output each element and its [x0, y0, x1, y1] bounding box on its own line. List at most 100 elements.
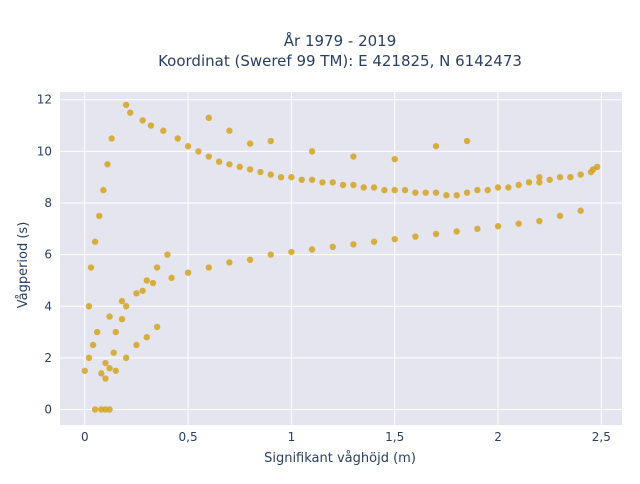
y-tick-label: 4: [44, 299, 52, 313]
data-point: [515, 220, 522, 227]
data-point: [215, 158, 223, 165]
data-point: [329, 243, 336, 251]
data-point: [401, 186, 409, 194]
data-point: [110, 349, 117, 356]
data-point: [143, 277, 150, 284]
data-point: [164, 251, 171, 258]
data-point: [226, 127, 233, 134]
data-point: [432, 189, 440, 196]
y-tick-label: 0: [44, 403, 52, 417]
data-point: [102, 375, 109, 382]
data-point: [100, 186, 107, 194]
chart-subtitle: Koordinat (Sweref 99 TM): E 421825, N 61…: [158, 52, 522, 70]
data-point: [153, 323, 161, 331]
data-point: [515, 181, 522, 189]
data-point: [494, 223, 502, 230]
data-point: [463, 189, 471, 196]
data-point: [484, 186, 491, 194]
data-point: [133, 341, 140, 349]
data-point: [339, 181, 347, 189]
data-point: [102, 359, 109, 367]
data-point: [567, 173, 574, 181]
data-point: [412, 233, 419, 240]
data-point: [577, 207, 584, 214]
data-point: [98, 370, 105, 377]
y-tick-label: 6: [44, 248, 52, 262]
data-point: [122, 303, 130, 310]
data-point: [432, 143, 440, 150]
x-tick-label: 2: [494, 430, 502, 444]
data-point: [546, 176, 553, 183]
data-point: [91, 406, 99, 413]
data-point: [205, 264, 212, 271]
data-point: [205, 114, 212, 122]
data-point: [412, 189, 419, 196]
data-point: [556, 173, 564, 181]
data-point: [370, 184, 378, 191]
data-point: [118, 297, 126, 305]
x-tick-label: 2,5: [592, 430, 611, 444]
data-point: [106, 365, 113, 372]
data-point: [350, 241, 357, 248]
data-point: [184, 143, 192, 150]
y-tick-label: 12: [37, 93, 52, 107]
data-point: [536, 173, 543, 181]
data-point: [391, 155, 398, 163]
data-point: [149, 279, 157, 287]
grid: [60, 92, 622, 425]
x-tick-label: 0: [81, 430, 89, 444]
data-point: [298, 176, 305, 183]
data-point: [443, 192, 450, 199]
data-point: [370, 238, 378, 245]
data-point: [112, 367, 119, 374]
plot-area: [60, 92, 622, 425]
data-point: [536, 217, 543, 225]
data-point: [139, 117, 146, 124]
data-point: [112, 328, 119, 336]
data-point: [85, 354, 93, 362]
data-point: [226, 259, 233, 266]
data-point: [85, 303, 93, 310]
data-point: [267, 137, 274, 145]
data-point: [350, 153, 357, 160]
data-point: [96, 212, 103, 220]
data-point: [474, 186, 481, 194]
data-point: [525, 179, 533, 186]
data-point: [205, 153, 212, 160]
data-point: [133, 290, 140, 297]
data-point: [118, 315, 126, 323]
data-point: [505, 184, 512, 191]
data-point: [453, 228, 460, 235]
data-point: [277, 173, 285, 181]
x-tick-label: 0,5: [179, 430, 198, 444]
data-point: [494, 184, 502, 191]
data-point: [91, 238, 99, 245]
data-point: [308, 176, 316, 183]
data-point: [246, 140, 254, 147]
data-point: [463, 137, 471, 145]
data-point: [93, 328, 101, 336]
y-tick-label: 2: [44, 351, 52, 365]
data-point: [139, 287, 146, 294]
y-tick-label: 10: [37, 144, 52, 158]
data-point: [391, 235, 398, 243]
data-point: [122, 101, 130, 109]
data-point: [308, 246, 316, 253]
data-point: [226, 161, 233, 168]
data-point: [106, 313, 113, 320]
data-point: [381, 186, 388, 194]
data-point: [106, 406, 113, 413]
x-tick-label: 1,5: [385, 430, 404, 444]
data-point: [360, 184, 367, 191]
data-point: [453, 192, 460, 199]
data-point: [288, 173, 295, 181]
x-axis-ticks: 0 0,5 1 1,5 2 2,5: [81, 430, 611, 444]
data-point: [257, 168, 264, 176]
data-point: [153, 264, 161, 271]
data-point: [288, 248, 295, 256]
data-points: [81, 101, 601, 413]
data-point: [432, 230, 440, 238]
data-point: [104, 161, 111, 168]
